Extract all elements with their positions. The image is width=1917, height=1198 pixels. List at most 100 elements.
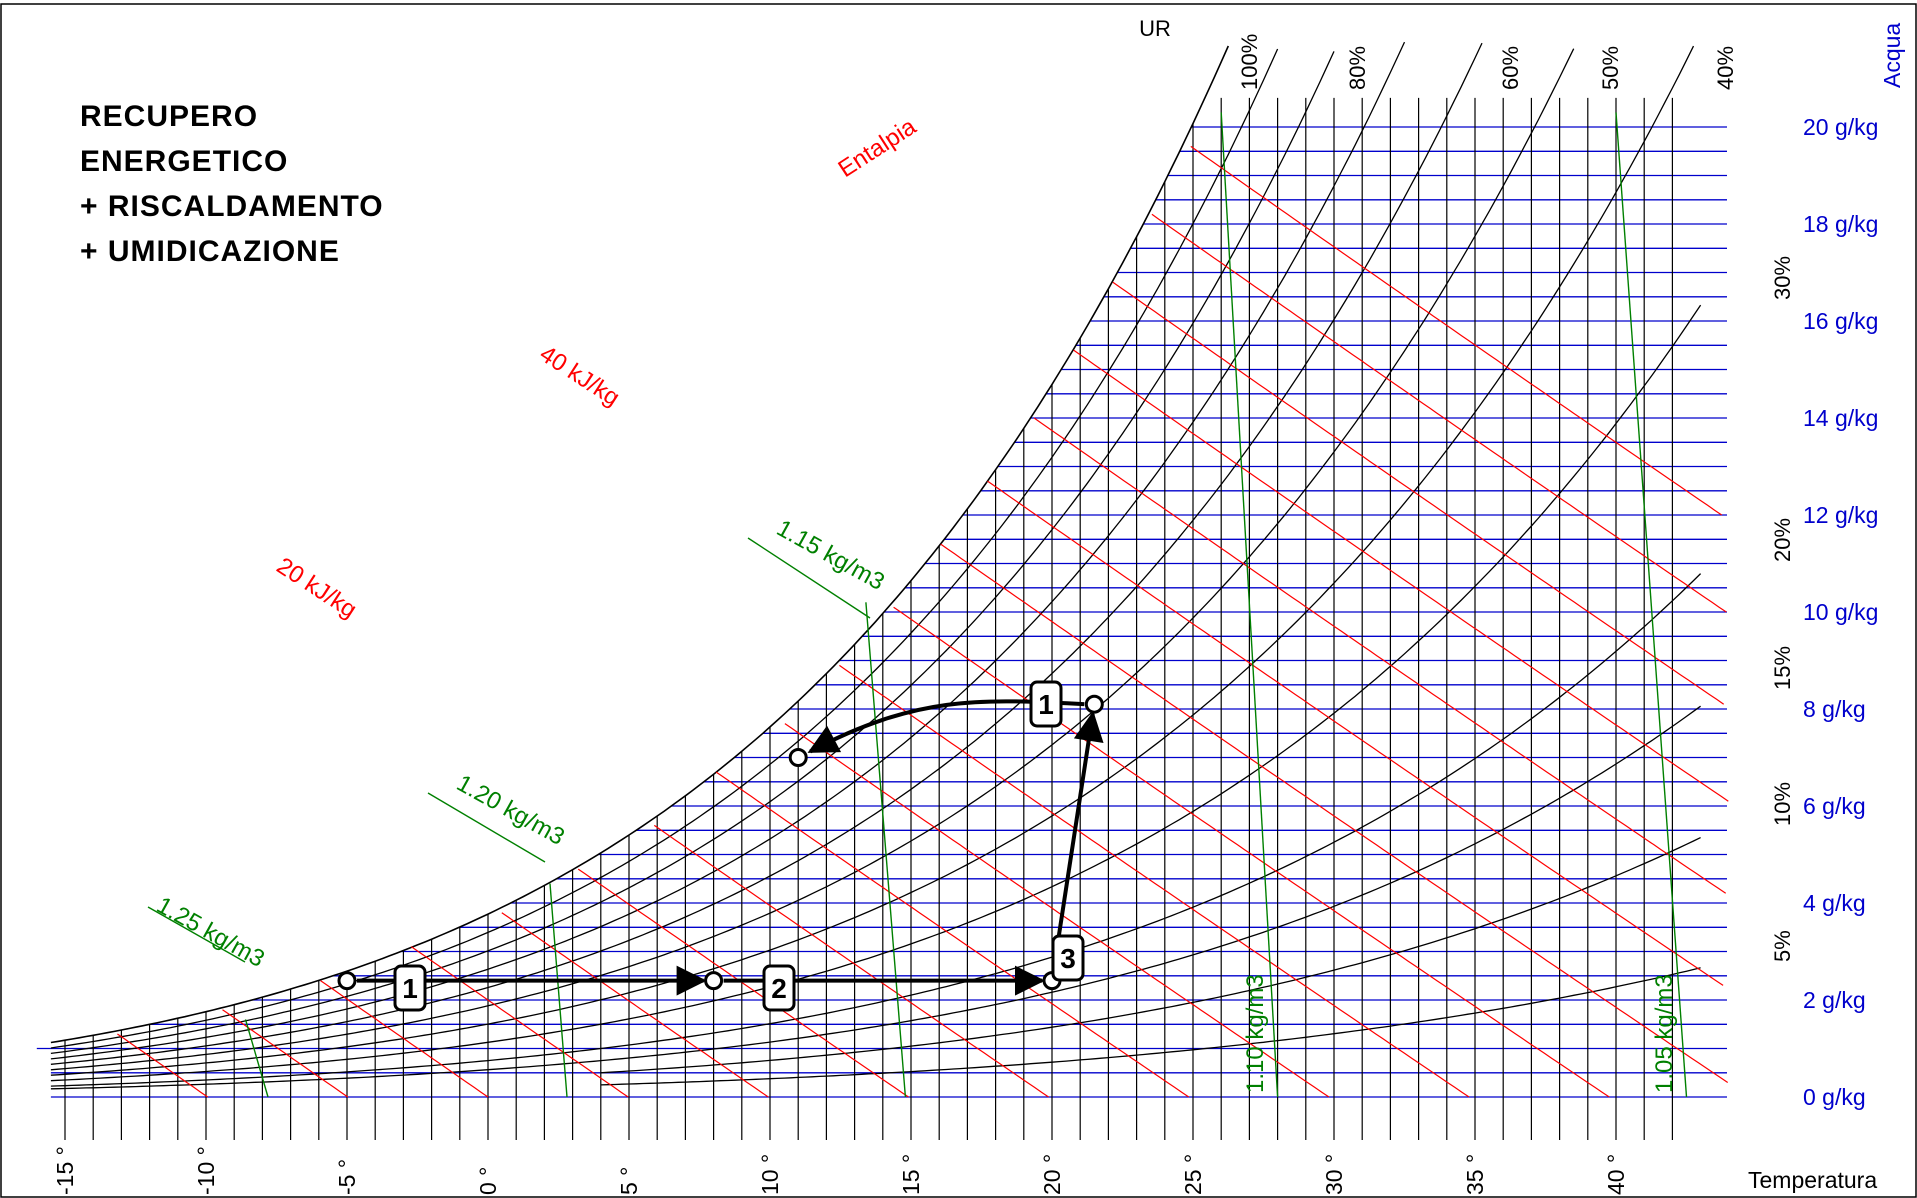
rh-top-label: 60%	[1498, 46, 1523, 90]
enthalpy-line	[715, 771, 1190, 1098]
temperature-tick-label: -5 °	[334, 1159, 360, 1195]
rh-curve	[50, 41, 1406, 1060]
water-tick-label: 4 g/kg	[1803, 890, 1866, 916]
process-step-label: 3	[1060, 943, 1076, 974]
rh-curve	[50, 42, 1483, 1065]
enthalpy-line	[1112, 281, 1725, 705]
process-step-box	[1029, 680, 1063, 728]
density-line	[549, 883, 568, 1098]
rh-axis-label: UR	[1139, 16, 1171, 41]
title-line-3: + RISCALDAMENTO	[80, 190, 384, 223]
enthalpy-label-40: 40 kJ/kg	[535, 340, 625, 411]
density-label: 1.15 kg/m3	[772, 515, 889, 596]
temperature-tick-label: -15 °	[52, 1146, 78, 1195]
water-tick-label: 10 g/kg	[1803, 599, 1878, 625]
water-tick-label: 8 g/kg	[1803, 696, 1866, 722]
density-label: 1.05 kg/m3	[1651, 974, 1678, 1093]
enthalpy-line	[653, 824, 1049, 1098]
temperature-tick-label: -10 °	[193, 1146, 219, 1195]
water-tick-label: 2 g/kg	[1803, 987, 1866, 1013]
title-line-4: + UMIDICAZIONE	[80, 235, 340, 268]
density-label: 1.25 kg/m3	[152, 892, 269, 973]
rh-curve	[50, 48, 1575, 1071]
enthalpy-line	[320, 980, 489, 1098]
enthalpy-line	[940, 543, 1729, 1083]
process-step-box	[762, 964, 796, 1012]
rh-curve	[50, 45, 1695, 1076]
rh-top-label: 100%	[1237, 34, 1262, 90]
temperature-tick-label: 30 °	[1321, 1154, 1347, 1195]
temperature-tick-label: 15 °	[898, 1154, 924, 1195]
density-label: 1.20 kg/m3	[452, 770, 569, 851]
rh-right-label: 15%	[1770, 646, 1795, 690]
process-point	[1084, 694, 1104, 714]
temperature-tick-label: 10 °	[757, 1154, 783, 1195]
process-point	[704, 971, 724, 991]
temperature-tick-label: 0 °	[475, 1167, 501, 1195]
water-tick-label: 16 g/kg	[1803, 308, 1878, 334]
process-point	[788, 748, 808, 767]
process-step-label: 1	[402, 973, 418, 1004]
title-line-1: RECUPERO	[80, 100, 259, 133]
enthalpy-line	[1073, 349, 1729, 802]
enthalpy-lines	[117, 145, 1729, 1098]
temperature-tick-label: 20 °	[1039, 1154, 1065, 1195]
density-leader	[427, 792, 546, 863]
water-tick-label: 18 g/kg	[1803, 211, 1878, 237]
temperature-lines	[64, 97, 1674, 1140]
process-path	[337, 680, 1104, 1012]
enthalpy-line	[1033, 417, 1727, 894]
rh-right-label: 20%	[1770, 518, 1795, 562]
density-leader	[147, 906, 246, 963]
temperature-tick-label: 5 °	[616, 1167, 642, 1195]
process-step-box	[1051, 934, 1085, 982]
rh-curve	[600, 967, 1701, 1086]
relative-humidity-curves	[50, 41, 1702, 1090]
process-step-label: 1	[1038, 689, 1054, 720]
rh-right-label: 10%	[1770, 782, 1795, 826]
enthalpy-line	[501, 912, 769, 1098]
enthalpy-line	[987, 480, 1724, 986]
enthalpy-name-label: Entalpia	[834, 113, 922, 183]
enthalpy-line	[1190, 145, 1723, 516]
temperature-tick-label: 40 °	[1603, 1154, 1629, 1195]
density-line	[1615, 112, 1688, 1098]
enthalpy-line	[839, 664, 1470, 1098]
rh-top-label: 40%	[1713, 46, 1738, 90]
enthalpy-line	[784, 723, 1330, 1098]
enthalpy-line	[1151, 213, 1727, 613]
enthalpy-line	[893, 606, 1610, 1098]
enthalpy-line	[410, 946, 629, 1098]
rh-right-label: 30%	[1770, 256, 1795, 300]
enthalpy-line	[577, 868, 909, 1098]
temperature-tick-label: 35 °	[1462, 1154, 1488, 1195]
rh-right-label: 5%	[1770, 930, 1795, 962]
density-leader	[747, 537, 871, 619]
water-axis-label: Acqua	[1879, 23, 1905, 88]
density-line	[244, 1019, 269, 1098]
water-tick-label: 12 g/kg	[1803, 502, 1878, 528]
rh-curve	[50, 45, 1230, 1044]
temperature-tick-label: 25 °	[1180, 1154, 1206, 1195]
rh-curve	[600, 837, 1701, 1074]
water-content-lines	[36, 126, 1727, 1098]
title-line-2: ENERGETICO	[80, 145, 289, 178]
density-lines	[147, 112, 1688, 1098]
rh-top-label: 80%	[1345, 46, 1370, 90]
enthalpy-line	[222, 1009, 349, 1098]
enthalpy-label-20: 20 kJ/kg	[272, 552, 362, 623]
process-line	[1051, 711, 1104, 972]
rh-top-label: 50%	[1598, 46, 1623, 90]
rh-curve	[50, 304, 1702, 1082]
temperature-axis-label: Temperatura	[1748, 1167, 1877, 1193]
water-tick-label: 20 g/kg	[1803, 114, 1878, 140]
process-point	[337, 971, 357, 991]
density-line	[865, 602, 907, 1098]
rh-curve	[50, 705, 1701, 1090]
water-tick-label: 0 g/kg	[1803, 1084, 1866, 1110]
enthalpy-line	[117, 1033, 209, 1098]
density-label: 1.10 kg/m3	[1242, 974, 1269, 1093]
water-tick-label: 14 g/kg	[1803, 405, 1878, 431]
